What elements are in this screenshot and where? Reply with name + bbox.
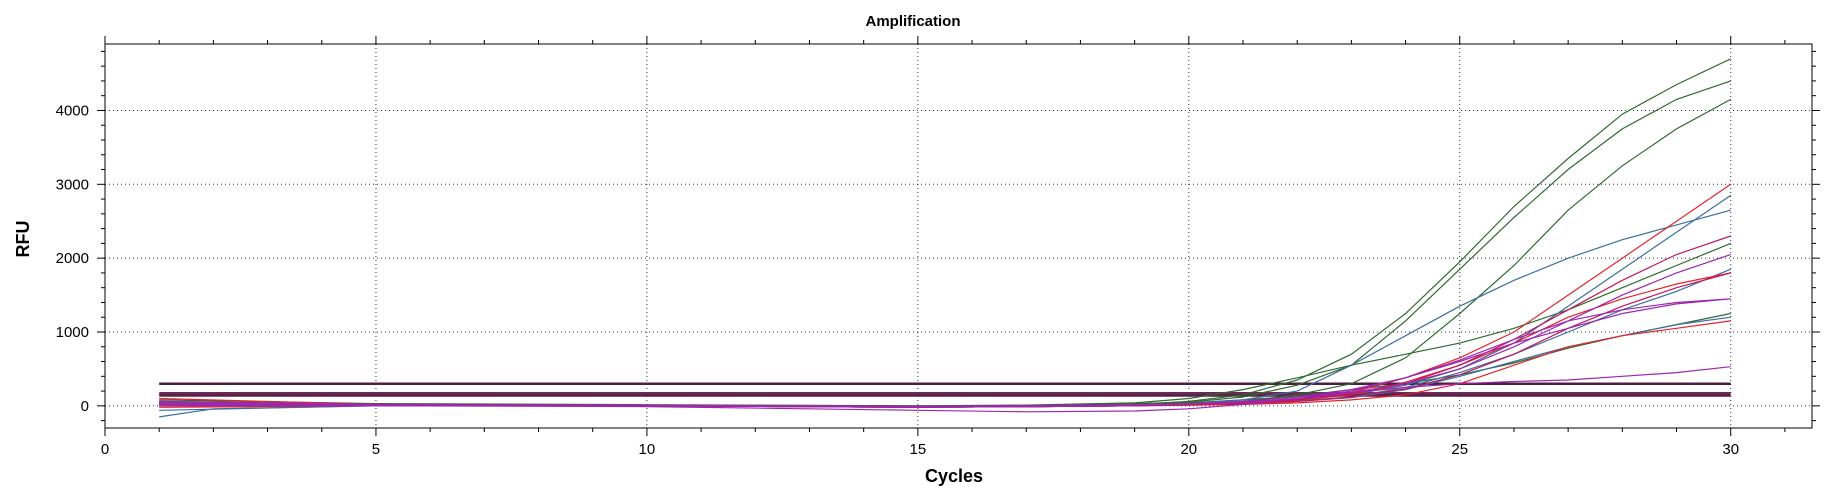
plot-frame [104, 43, 1813, 429]
y-tick-label: 3000 [56, 176, 89, 193]
series-line [159, 235, 1731, 408]
series-line [159, 272, 1731, 408]
series-line [159, 209, 1731, 418]
series-line [159, 194, 1732, 411]
axes: 0 5 10 15 20 25 30 0 1000 2000 3000 4000 [56, 36, 1820, 458]
series-line [159, 183, 1732, 408]
y-tick-label: 2000 [56, 250, 89, 267]
x-tick-label: 15 [910, 441, 927, 458]
y-tick-label: 1000 [56, 324, 89, 341]
x-tick-label: 30 [1722, 441, 1739, 458]
series-line [159, 253, 1731, 408]
series-line [159, 312, 1731, 407]
y-tick-label: 4000 [56, 102, 89, 119]
series-line [159, 242, 1731, 407]
threshold-lines [159, 382, 1731, 397]
x-axis-label: Cycles [925, 466, 983, 486]
grid [105, 44, 1812, 428]
series-line [159, 298, 1731, 407]
series-lines [159, 58, 1732, 418]
series-line [159, 80, 1731, 408]
chart-title: Amplification [865, 13, 960, 30]
y-axis-label: RFU [13, 221, 33, 258]
x-tick-label: 0 [101, 441, 109, 458]
x-tick-label: 5 [372, 441, 380, 458]
series-line [159, 272, 1731, 408]
x-tick-label: 10 [639, 441, 656, 458]
x-tick-label: 25 [1451, 441, 1468, 458]
y-tick-label: 0 [81, 398, 89, 415]
x-tick-label: 20 [1180, 441, 1197, 458]
